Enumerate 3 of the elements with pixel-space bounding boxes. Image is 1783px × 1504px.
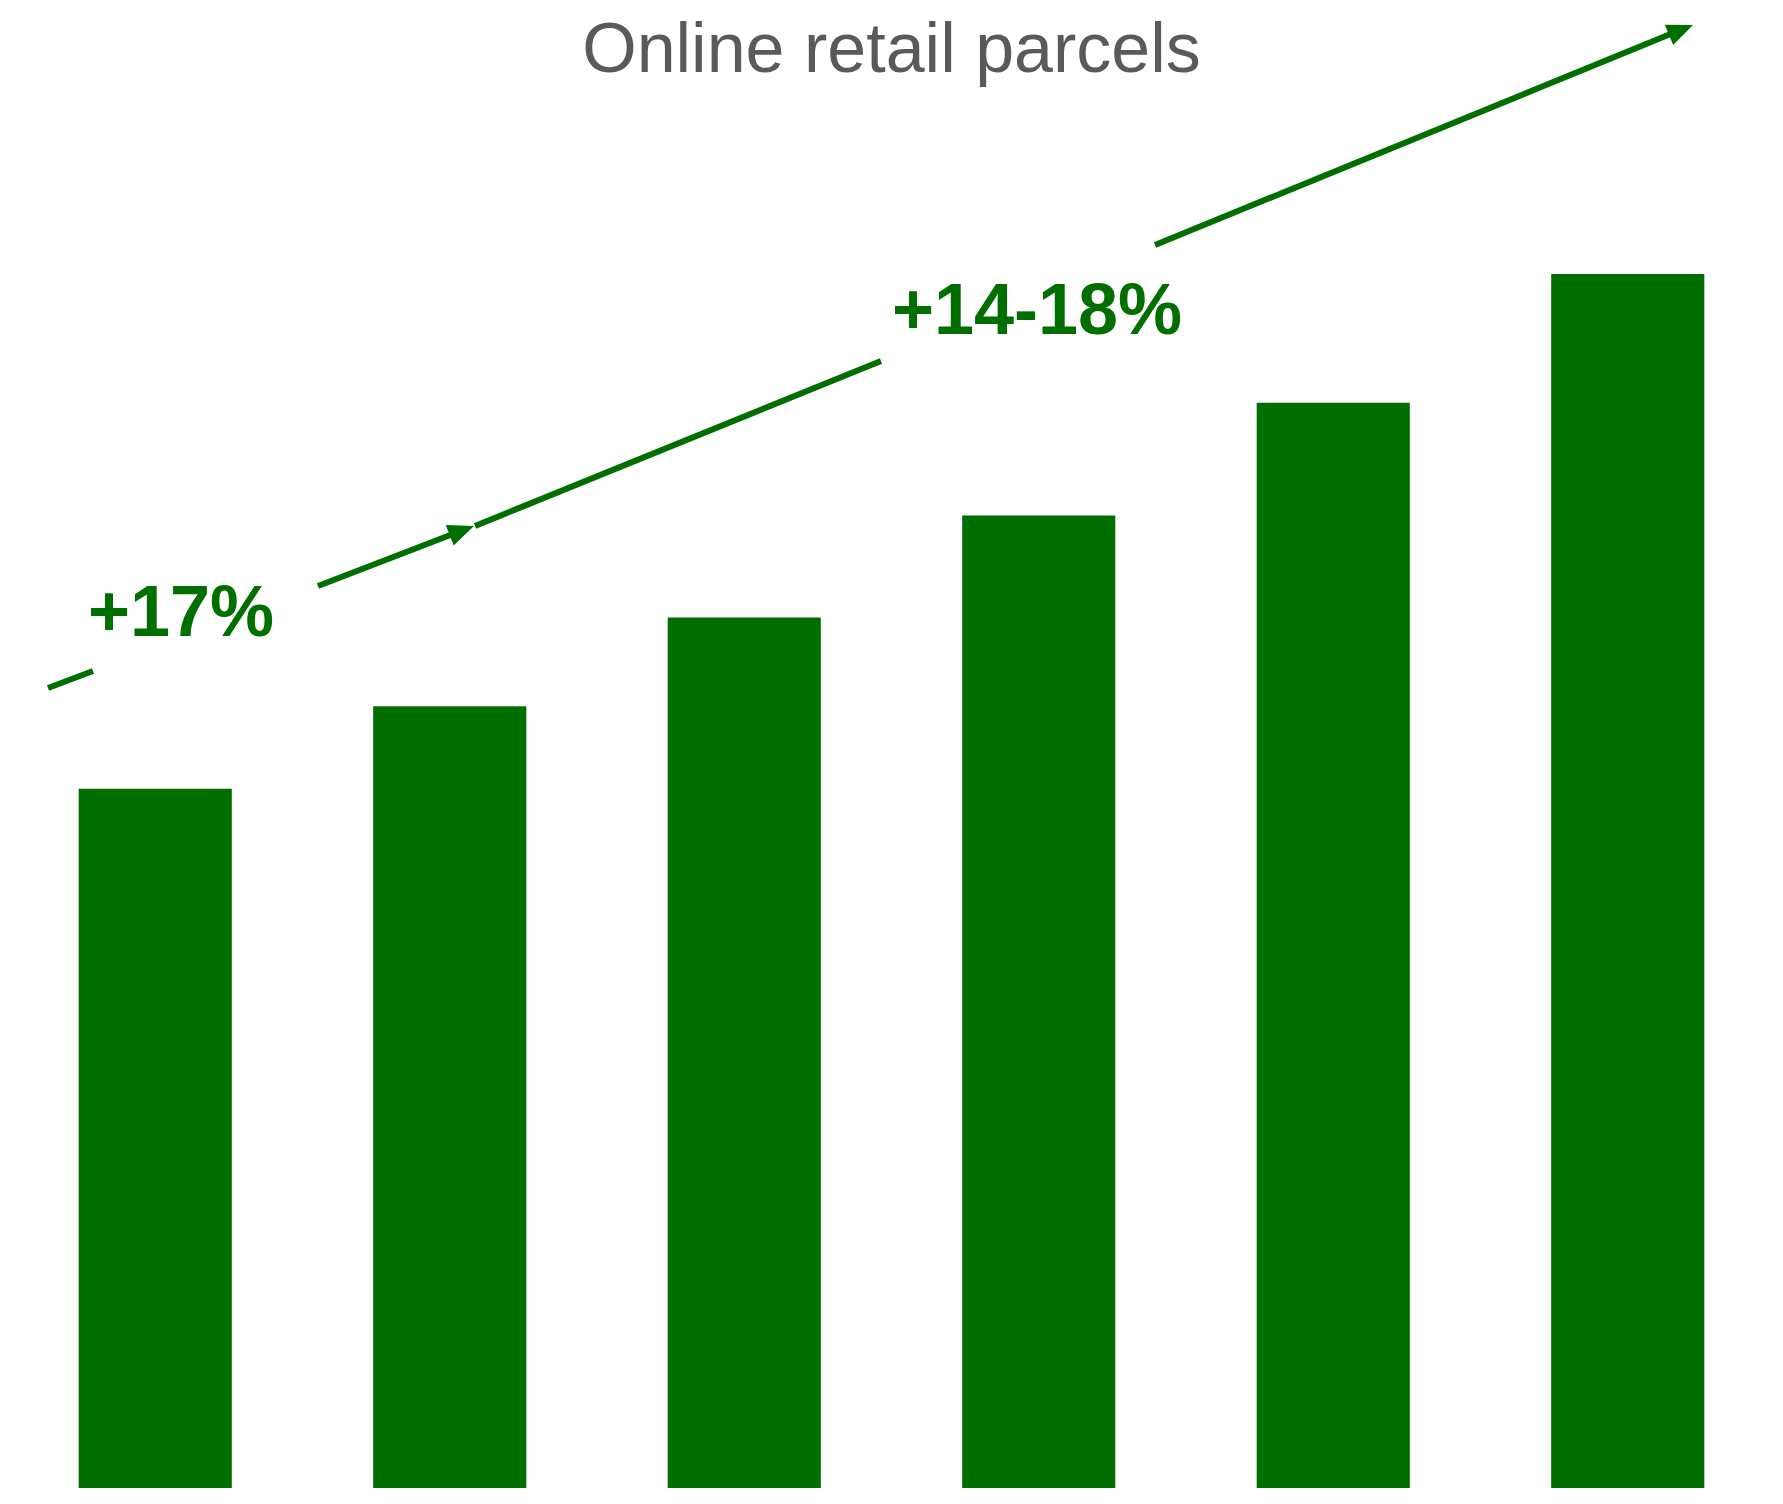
annotation: +14-18% — [891, 269, 1183, 349]
chart-title: Online retail parcels — [582, 9, 1201, 87]
annotation: +17% — [87, 571, 275, 651]
